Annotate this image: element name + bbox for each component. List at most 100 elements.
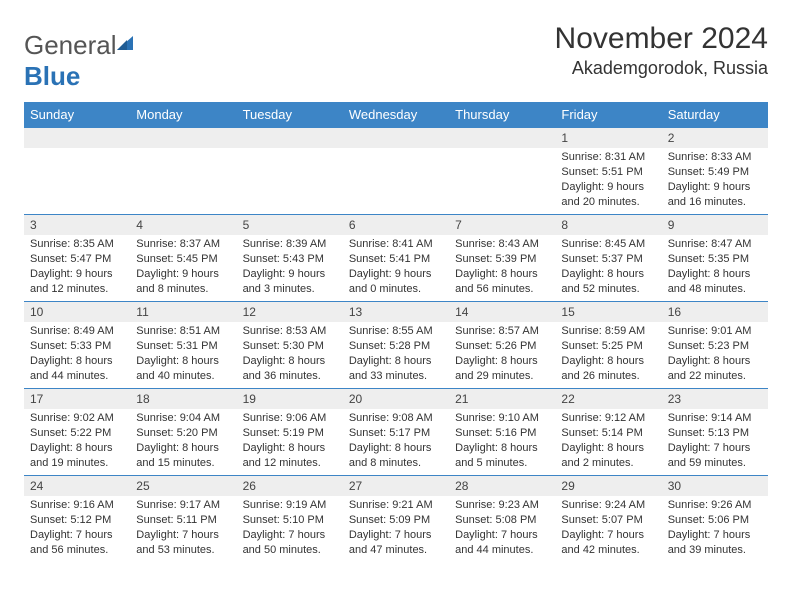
day-number xyxy=(343,128,449,148)
sunrise-text: Sunrise: 8:57 AM xyxy=(455,324,549,339)
day-content: Sunrise: 9:24 AMSunset: 5:07 PMDaylight:… xyxy=(555,496,661,561)
day-number: 20 xyxy=(343,389,449,409)
sunrise-text: Sunrise: 8:47 AM xyxy=(668,237,762,252)
daylight-text: Daylight: 7 hours and 39 minutes. xyxy=(668,528,762,558)
daylight-text: Daylight: 8 hours and 8 minutes. xyxy=(349,441,443,471)
daylight-text: Daylight: 8 hours and 44 minutes. xyxy=(30,354,124,384)
sunset-text: Sunset: 5:41 PM xyxy=(349,252,443,267)
day-number: 15 xyxy=(555,302,661,322)
day-cell: 12Sunrise: 8:53 AMSunset: 5:30 PMDayligh… xyxy=(237,302,343,389)
calendar-table: Sunday Monday Tuesday Wednesday Thursday… xyxy=(24,102,768,562)
day-number: 9 xyxy=(662,215,768,235)
page-subtitle: Akademgorodok, Russia xyxy=(555,58,768,79)
day-cell: 22Sunrise: 9:12 AMSunset: 5:14 PMDayligh… xyxy=(555,389,661,476)
daylight-text: Daylight: 9 hours and 0 minutes. xyxy=(349,267,443,297)
day-number: 10 xyxy=(24,302,130,322)
sunrise-text: Sunrise: 9:17 AM xyxy=(136,498,230,513)
day-content: Sunrise: 9:17 AMSunset: 5:11 PMDaylight:… xyxy=(130,496,236,561)
sunset-text: Sunset: 5:37 PM xyxy=(561,252,655,267)
day-cell: 15Sunrise: 8:59 AMSunset: 5:25 PMDayligh… xyxy=(555,302,661,389)
daylight-text: Daylight: 9 hours and 16 minutes. xyxy=(668,180,762,210)
day-number: 4 xyxy=(130,215,236,235)
day-number: 29 xyxy=(555,476,661,496)
day-number: 18 xyxy=(130,389,236,409)
title-block: November 2024 Akademgorodok, Russia xyxy=(555,22,768,79)
day-content: Sunrise: 9:14 AMSunset: 5:13 PMDaylight:… xyxy=(662,409,768,474)
day-cell: 5Sunrise: 8:39 AMSunset: 5:43 PMDaylight… xyxy=(237,215,343,302)
day-number xyxy=(237,128,343,148)
day-cell: 3Sunrise: 8:35 AMSunset: 5:47 PMDaylight… xyxy=(24,215,130,302)
sunrise-text: Sunrise: 8:43 AM xyxy=(455,237,549,252)
daylight-text: Daylight: 8 hours and 36 minutes. xyxy=(243,354,337,384)
daylight-text: Daylight: 8 hours and 26 minutes. xyxy=(561,354,655,384)
day-number: 30 xyxy=(662,476,768,496)
sunset-text: Sunset: 5:20 PM xyxy=(136,426,230,441)
day-content: Sunrise: 9:19 AMSunset: 5:10 PMDaylight:… xyxy=(237,496,343,561)
day-number: 1 xyxy=(555,128,661,148)
sunrise-text: Sunrise: 8:45 AM xyxy=(561,237,655,252)
day-content: Sunrise: 8:57 AMSunset: 5:26 PMDaylight:… xyxy=(449,322,555,387)
sunrise-text: Sunrise: 9:21 AM xyxy=(349,498,443,513)
logo: GeneralBlue xyxy=(24,30,137,92)
sunrise-text: Sunrise: 9:01 AM xyxy=(668,324,762,339)
day-cell: 13Sunrise: 8:55 AMSunset: 5:28 PMDayligh… xyxy=(343,302,449,389)
sunset-text: Sunset: 5:28 PM xyxy=(349,339,443,354)
week-row: 1Sunrise: 8:31 AMSunset: 5:51 PMDaylight… xyxy=(24,128,768,215)
daylight-text: Daylight: 8 hours and 29 minutes. xyxy=(455,354,549,384)
day-content: Sunrise: 9:08 AMSunset: 5:17 PMDaylight:… xyxy=(343,409,449,474)
sunset-text: Sunset: 5:51 PM xyxy=(561,165,655,180)
day-number: 3 xyxy=(24,215,130,235)
day-cell: 23Sunrise: 9:14 AMSunset: 5:13 PMDayligh… xyxy=(662,389,768,476)
day-content: Sunrise: 9:10 AMSunset: 5:16 PMDaylight:… xyxy=(449,409,555,474)
sunrise-text: Sunrise: 9:26 AM xyxy=(668,498,762,513)
sunrise-text: Sunrise: 8:37 AM xyxy=(136,237,230,252)
daylight-text: Daylight: 8 hours and 22 minutes. xyxy=(668,354,762,384)
sunrise-text: Sunrise: 9:16 AM xyxy=(30,498,124,513)
sunrise-text: Sunrise: 8:55 AM xyxy=(349,324,443,339)
day-cell: 29Sunrise: 9:24 AMSunset: 5:07 PMDayligh… xyxy=(555,476,661,563)
weekday-header: Thursday xyxy=(449,102,555,128)
day-number: 7 xyxy=(449,215,555,235)
daylight-text: Daylight: 8 hours and 33 minutes. xyxy=(349,354,443,384)
sunset-text: Sunset: 5:06 PM xyxy=(668,513,762,528)
page-title: November 2024 xyxy=(555,22,768,56)
daylight-text: Daylight: 8 hours and 15 minutes. xyxy=(136,441,230,471)
day-cell: 16Sunrise: 9:01 AMSunset: 5:23 PMDayligh… xyxy=(662,302,768,389)
sunset-text: Sunset: 5:09 PM xyxy=(349,513,443,528)
sunset-text: Sunset: 5:13 PM xyxy=(668,426,762,441)
weekday-header: Sunday xyxy=(24,102,130,128)
day-number: 19 xyxy=(237,389,343,409)
day-cell: 21Sunrise: 9:10 AMSunset: 5:16 PMDayligh… xyxy=(449,389,555,476)
day-content: Sunrise: 8:55 AMSunset: 5:28 PMDaylight:… xyxy=(343,322,449,387)
day-number: 8 xyxy=(555,215,661,235)
daylight-text: Daylight: 8 hours and 40 minutes. xyxy=(136,354,230,384)
day-content: Sunrise: 8:51 AMSunset: 5:31 PMDaylight:… xyxy=(130,322,236,387)
logo-word2: Blue xyxy=(24,61,80,91)
day-content: Sunrise: 8:41 AMSunset: 5:41 PMDaylight:… xyxy=(343,235,449,300)
day-number: 24 xyxy=(24,476,130,496)
daylight-text: Daylight: 8 hours and 12 minutes. xyxy=(243,441,337,471)
sunrise-text: Sunrise: 8:41 AM xyxy=(349,237,443,252)
sunset-text: Sunset: 5:33 PM xyxy=(30,339,124,354)
sunset-text: Sunset: 5:10 PM xyxy=(243,513,337,528)
day-cell: 11Sunrise: 8:51 AMSunset: 5:31 PMDayligh… xyxy=(130,302,236,389)
day-content: Sunrise: 9:04 AMSunset: 5:20 PMDaylight:… xyxy=(130,409,236,474)
sunset-text: Sunset: 5:30 PM xyxy=(243,339,337,354)
sunset-text: Sunset: 5:25 PM xyxy=(561,339,655,354)
day-cell: 17Sunrise: 9:02 AMSunset: 5:22 PMDayligh… xyxy=(24,389,130,476)
day-content: Sunrise: 8:59 AMSunset: 5:25 PMDaylight:… xyxy=(555,322,661,387)
sunset-text: Sunset: 5:35 PM xyxy=(668,252,762,267)
sunset-text: Sunset: 5:43 PM xyxy=(243,252,337,267)
daylight-text: Daylight: 8 hours and 52 minutes. xyxy=(561,267,655,297)
weekday-header: Friday xyxy=(555,102,661,128)
day-number: 27 xyxy=(343,476,449,496)
sunrise-text: Sunrise: 9:08 AM xyxy=(349,411,443,426)
day-number: 12 xyxy=(237,302,343,322)
sunrise-text: Sunrise: 8:35 AM xyxy=(30,237,124,252)
day-content: Sunrise: 8:49 AMSunset: 5:33 PMDaylight:… xyxy=(24,322,130,387)
daylight-text: Daylight: 9 hours and 20 minutes. xyxy=(561,180,655,210)
sunset-text: Sunset: 5:31 PM xyxy=(136,339,230,354)
sunset-text: Sunset: 5:45 PM xyxy=(136,252,230,267)
week-row: 10Sunrise: 8:49 AMSunset: 5:33 PMDayligh… xyxy=(24,302,768,389)
day-cell xyxy=(24,128,130,215)
